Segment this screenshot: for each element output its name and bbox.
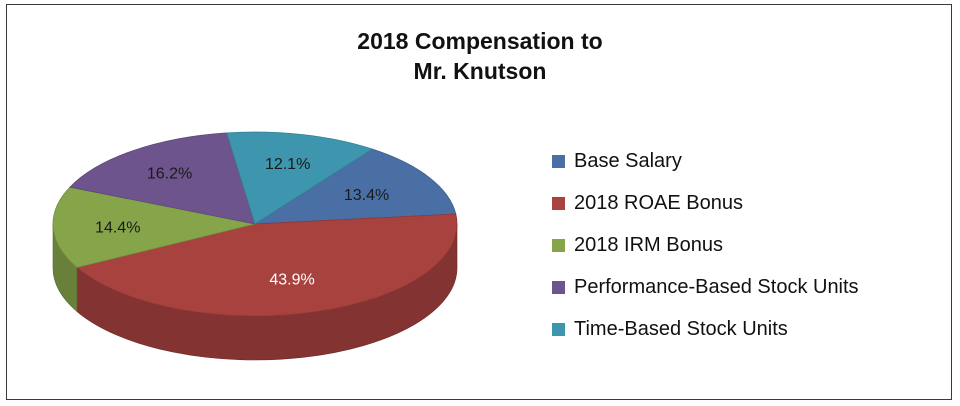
- legend-label: 2018 ROAE Bonus: [574, 191, 743, 214]
- chart-title-line-1: 2018 Compensation to: [357, 28, 603, 54]
- chart-legend: Base Salary 2018 ROAE Bonus 2018 IRM Bonus…: [552, 140, 859, 350]
- legend-swatch: [552, 280, 565, 294]
- legend-item-2018-irm-bonus: 2018 IRM Bonus: [552, 224, 859, 266]
- legend-item-performance-based-stock-units: Performance-Based Stock Units: [552, 266, 859, 308]
- legend-item-base-salary: Base Salary: [552, 140, 859, 182]
- data-label-performance-based-stock-units: 16.2%: [147, 166, 192, 183]
- legend-swatch: [552, 238, 565, 252]
- data-label-base-salary: 13.4%: [344, 187, 389, 204]
- pie-slice-time-based-stock-units: [226, 131, 374, 225]
- legend-label: 2018 IRM Bonus: [574, 233, 723, 256]
- pie-slice-performance-based-stock-units: [69, 132, 256, 225]
- pie-slice-base-salary: [253, 148, 457, 225]
- legend-swatch: [552, 154, 565, 168]
- data-label-time-based-stock-units: 12.1%: [265, 156, 310, 173]
- pie-slice-2018-irm-bonus: [52, 186, 256, 268]
- chart-title-line-2: Mr. Knutson: [413, 58, 547, 84]
- legend-swatch: [552, 196, 565, 210]
- legend-item-time-based-stock-units: Time-Based Stock Units: [552, 308, 859, 350]
- data-label-2018-roae-bonus: 43.9%: [269, 271, 314, 288]
- legend-label: Performance-Based Stock Units: [574, 275, 859, 298]
- legend-label: Base Salary: [574, 149, 682, 172]
- data-label-2018-irm-bonus: 14.4%: [95, 219, 140, 236]
- legend-label: Time-Based Stock Units: [574, 317, 788, 340]
- legend-swatch: [552, 322, 565, 336]
- chart-title: 2018 Compensation to Mr. Knutson: [0, 26, 960, 86]
- pie-slice-2018-roae-bonus: [76, 213, 458, 317]
- legend-item-2018-roae-bonus: 2018 ROAE Bonus: [552, 182, 859, 224]
